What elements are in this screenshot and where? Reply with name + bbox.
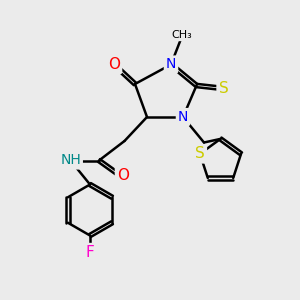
Text: CH₃: CH₃	[171, 29, 192, 40]
Text: S: S	[219, 81, 228, 96]
Text: F: F	[85, 245, 94, 260]
Text: NH: NH	[60, 154, 81, 167]
Text: N: N	[178, 110, 188, 124]
Text: S: S	[195, 146, 205, 161]
Text: N: N	[166, 58, 176, 71]
Text: O: O	[117, 168, 129, 183]
Text: O: O	[108, 57, 120, 72]
